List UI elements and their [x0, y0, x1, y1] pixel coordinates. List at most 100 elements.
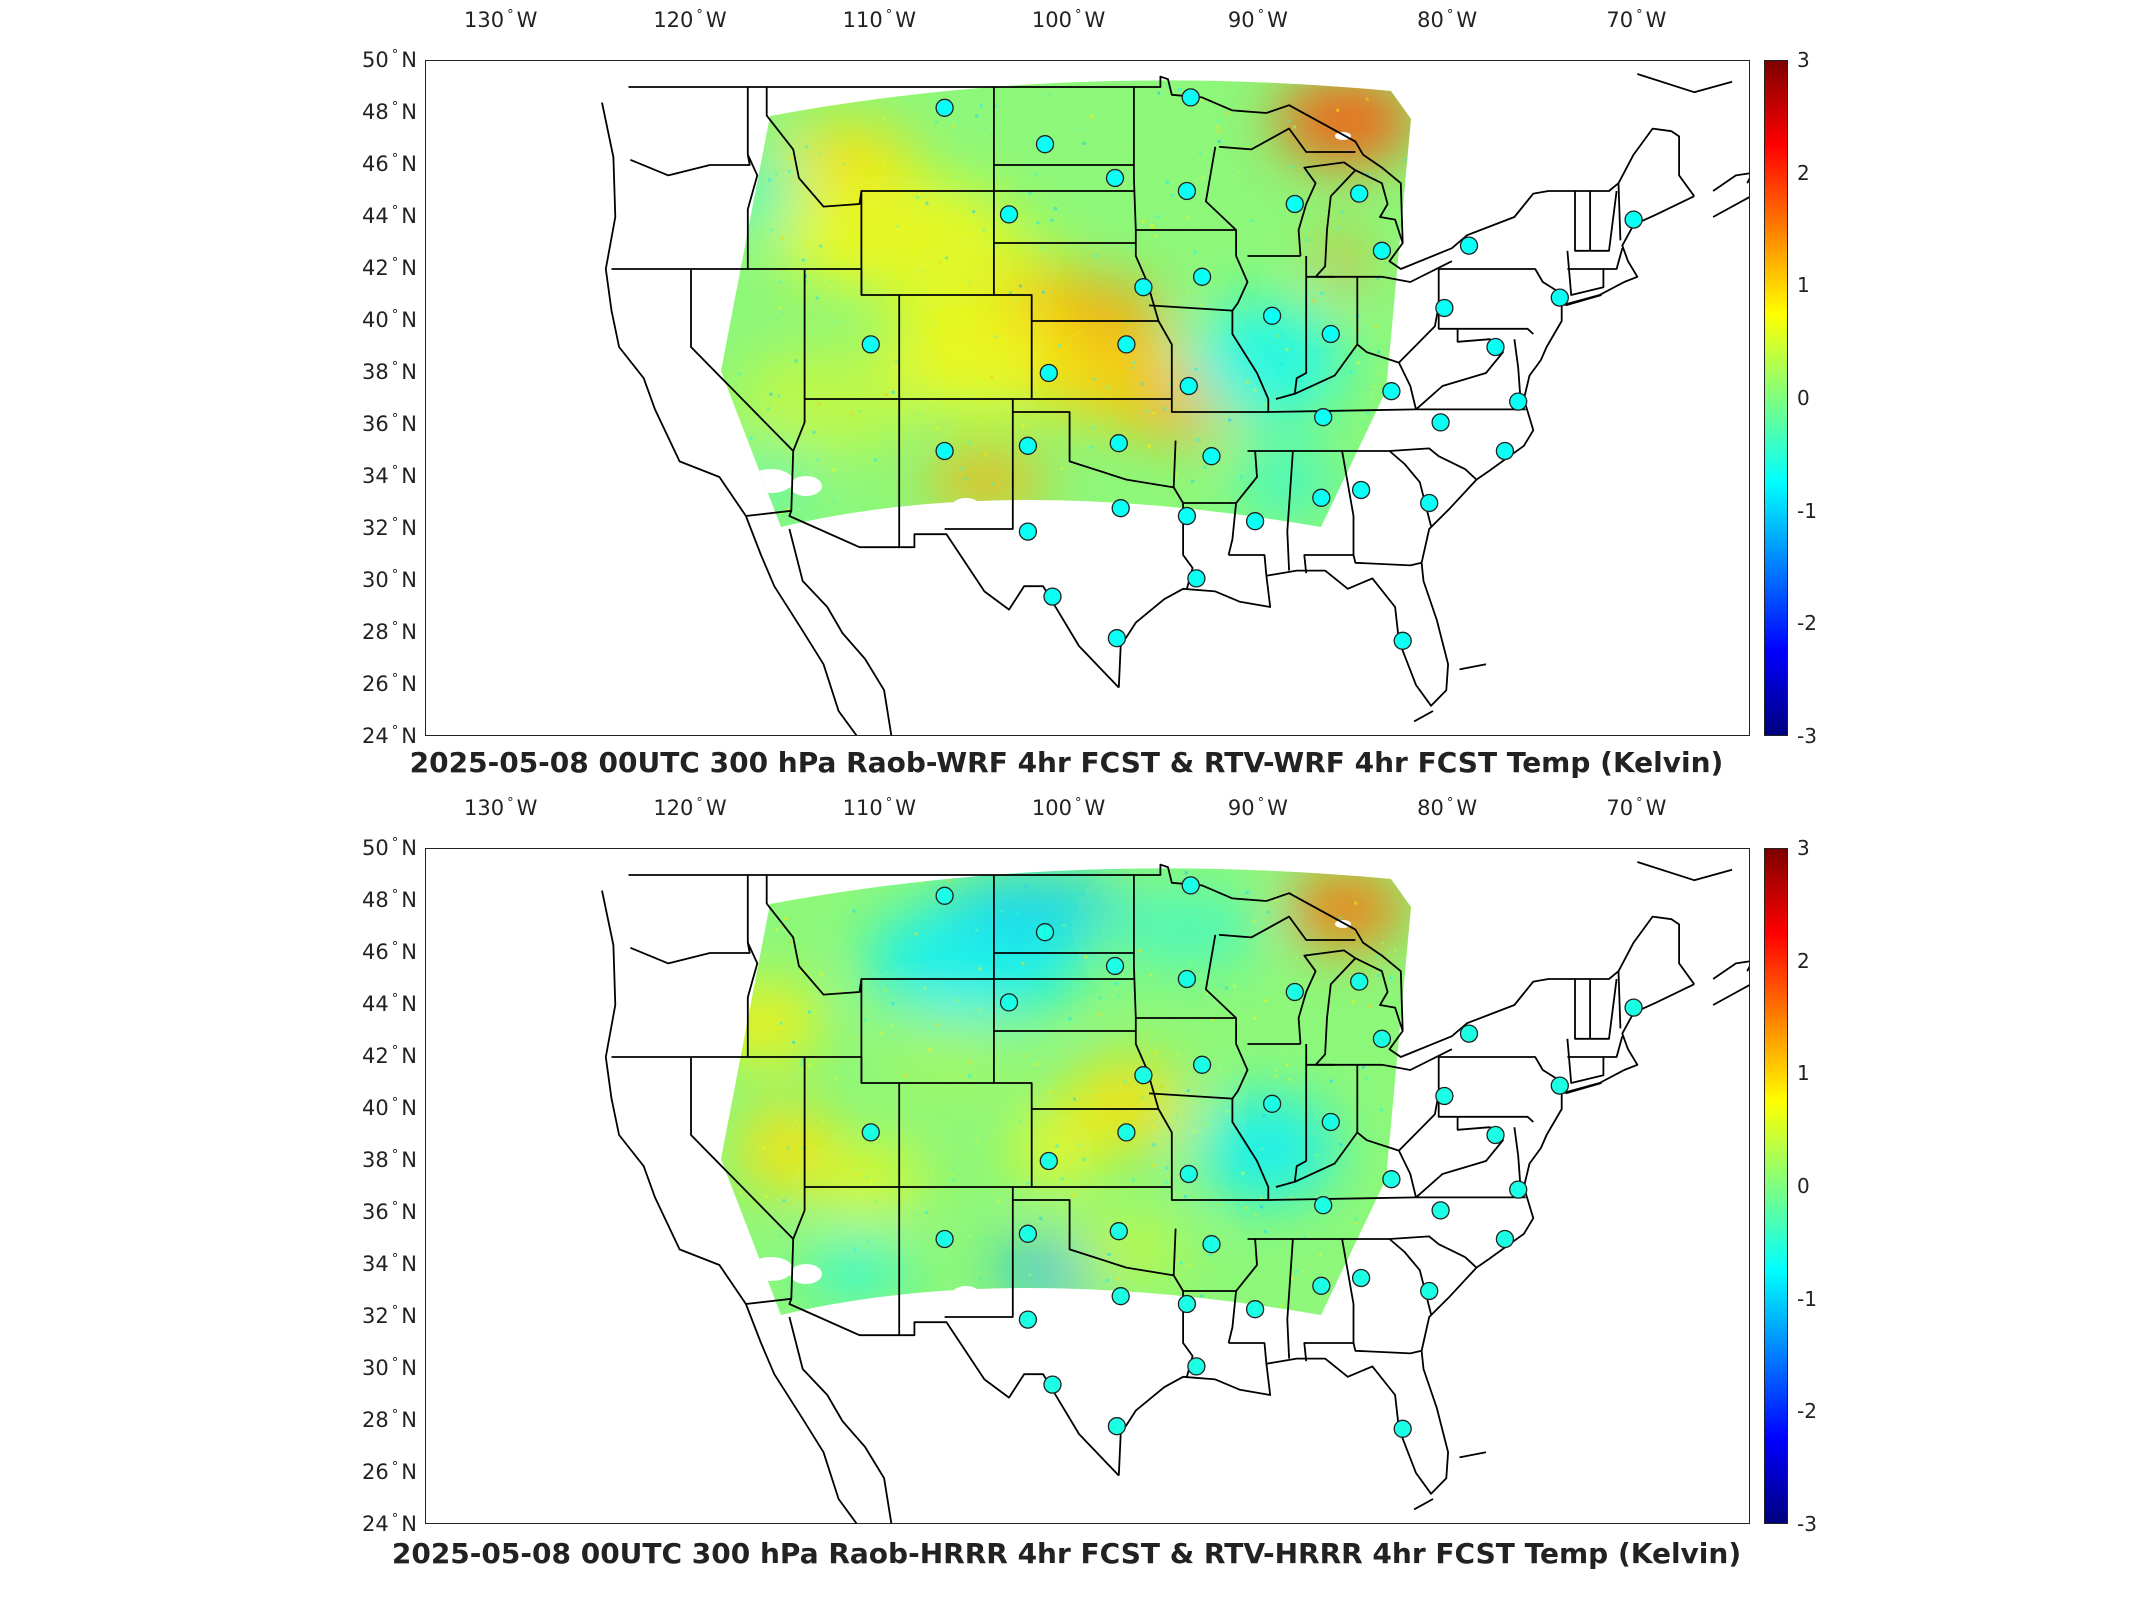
speckle: [1499, 139, 1502, 142]
speckle: [1718, 621, 1721, 624]
speckle: [1417, 852, 1420, 855]
speckle: [481, 1002, 484, 1005]
speckle: [1444, 214, 1447, 217]
lat-hemisphere: N: [401, 1148, 417, 1172]
boundary-line: [1275, 1044, 1308, 1188]
speckle: [941, 549, 944, 552]
speckle: [1222, 549, 1225, 552]
speckle: [1550, 354, 1553, 357]
speckle: [1674, 1344, 1677, 1347]
speckle: [1567, 1308, 1570, 1311]
speckle: [1443, 582, 1446, 585]
degree-symbol: °: [391, 100, 399, 115]
speckle: [1591, 230, 1594, 233]
speckle: [694, 677, 697, 680]
missing-data: [952, 498, 980, 514]
speckle: [954, 1494, 957, 1497]
speckle: [1187, 712, 1190, 715]
speckle: [875, 639, 878, 642]
speckle: [538, 1343, 541, 1346]
boundary-line: [1227, 450, 1258, 556]
speckle: [615, 1183, 618, 1186]
lon-hemisphere: W: [1645, 796, 1667, 820]
boundary-line: [611, 942, 759, 1058]
raob-station: [1043, 587, 1062, 606]
speckle: [1240, 584, 1243, 587]
speckle: [669, 389, 672, 392]
boundary-line: [1157, 1108, 1173, 1187]
lat-degree: 38: [362, 360, 389, 384]
speckle: [947, 531, 950, 534]
boundary-line: [1420, 983, 1695, 1351]
speckle: [790, 1347, 793, 1350]
boundary-line: [1228, 554, 1268, 576]
boundary-line: [1712, 172, 1749, 192]
degree-symbol: °: [696, 796, 703, 811]
speckle: [1223, 1373, 1226, 1376]
lat-label: 48 ° N: [362, 100, 417, 124]
speckle: [622, 403, 625, 406]
speckle: [1653, 960, 1656, 963]
raob-station: [1509, 392, 1528, 411]
lat-hemisphere: N: [401, 204, 417, 228]
speckle: [1707, 1513, 1710, 1516]
lat-hemisphere: N: [401, 1356, 417, 1380]
speckle: [534, 1268, 537, 1271]
speckle: [1016, 632, 1019, 635]
boundary-line: [628, 75, 1267, 114]
raob-station: [1624, 210, 1643, 229]
speckle: [1609, 705, 1612, 708]
speckle: [695, 219, 698, 222]
degree-symbol: °: [391, 1512, 399, 1527]
speckle: [554, 82, 557, 85]
speckle: [1142, 1400, 1145, 1403]
boundary-line: [1420, 195, 1695, 563]
speckle: [1727, 1261, 1730, 1264]
speckle: [745, 1368, 748, 1371]
speckle: [1499, 622, 1502, 625]
speckle: [1625, 409, 1628, 412]
speckle: [1446, 1163, 1449, 1166]
boundary-line: [1513, 1127, 1521, 1182]
speckle: [1480, 301, 1483, 304]
speckle: [527, 294, 530, 297]
speckle: [912, 1297, 916, 1301]
speckle: [947, 1513, 950, 1516]
degree-symbol: °: [696, 8, 703, 23]
speckle: [732, 243, 736, 247]
boundary-line: [1565, 294, 1602, 307]
lat-label: 26 ° N: [362, 672, 417, 696]
lon-degree: 110: [842, 8, 883, 32]
speckle: [1430, 461, 1433, 464]
speckle: [483, 290, 486, 293]
speckle: [669, 997, 672, 1000]
speckle: [1716, 733, 1719, 736]
speckle: [569, 1500, 572, 1503]
speckle: [487, 1067, 490, 1070]
speckle: [1038, 1458, 1041, 1461]
speckle: [535, 1083, 538, 1086]
lat-hemisphere: N: [401, 1304, 417, 1328]
speckle: [1649, 159, 1652, 162]
speckle: [946, 1517, 949, 1520]
speckle: [724, 1374, 727, 1377]
colorbar-tick-label: -3: [1797, 1512, 1817, 1536]
speckle: [1675, 1335, 1678, 1338]
speckle: [1217, 850, 1220, 853]
speckle: [460, 1037, 463, 1040]
speckle: [673, 1294, 676, 1297]
speckle: [1254, 694, 1257, 697]
speckle: [1414, 493, 1417, 496]
speckle: [1186, 1353, 1189, 1356]
speckle: [1644, 1395, 1647, 1398]
boundary-line: [1266, 104, 1695, 270]
lon-hemisphere: W: [1645, 8, 1667, 32]
speckle: [1702, 1464, 1705, 1467]
raob-station: [861, 335, 880, 354]
degree-symbol: °: [391, 888, 399, 903]
raob-station: [1350, 972, 1369, 991]
speckle: [535, 1131, 538, 1134]
colorbar-tick-label: -2: [1797, 1399, 1817, 1424]
raob-station: [1312, 1276, 1331, 1295]
speckle: [1393, 1446, 1396, 1449]
